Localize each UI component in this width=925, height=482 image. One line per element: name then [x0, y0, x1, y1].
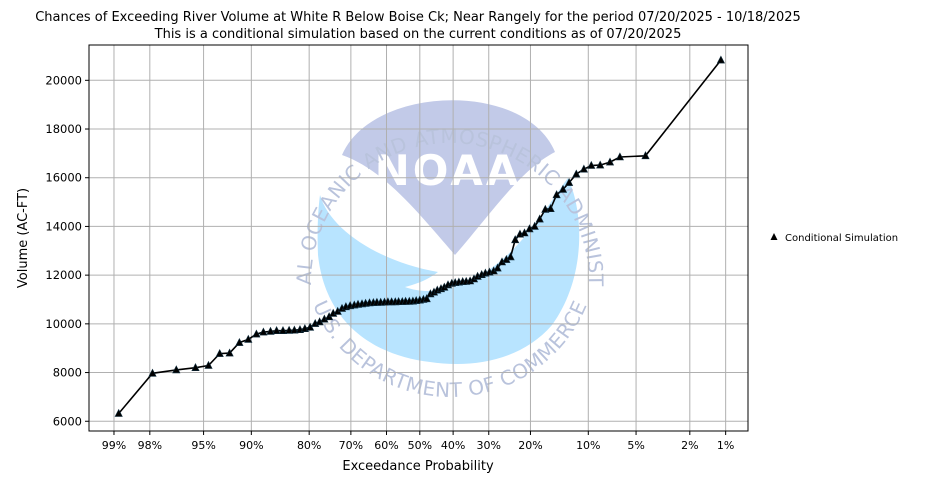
data-point-marker	[278, 326, 288, 335]
x-tick-label: 70%	[339, 439, 363, 452]
noaa-logo-text: NOAA	[375, 146, 522, 195]
x-tick-label: 99%	[102, 439, 126, 452]
y-tick-label: 14000	[45, 219, 82, 233]
plot-frame	[88, 44, 749, 432]
noaa-watermark: NOAA NATIONAL OCEANIC AND ATMOSPHERIC AD…	[0, 0, 608, 402]
x-axis-ticks: 99% 98% 95% 90% 80% 70% 60% 50% 40% 30% 20% 10% 5% 2%…	[102, 431, 734, 452]
noaa-logo-lower-shape	[317, 178, 580, 365]
legend-label: Conditional Simulation	[785, 233, 898, 244]
x-tick-label: 1%	[717, 439, 734, 452]
data-point-marker	[641, 151, 650, 160]
x-tick-label: 95%	[191, 439, 215, 452]
data-point-marker	[204, 360, 213, 369]
data-point-marker	[244, 334, 253, 343]
y-tick-label: 16000	[45, 171, 82, 185]
noaa-ring-text-top: NATIONAL OCEANIC AND ATMOSPHERIC ADMINIS…	[0, 0, 608, 287]
y-tick-label: 12000	[45, 268, 82, 282]
x-tick-label: 98%	[138, 439, 162, 452]
x-tick-label: 30%	[477, 439, 501, 452]
y-tick-label: 20000	[45, 73, 82, 87]
data-point-marker	[272, 326, 281, 335]
x-tick-label: 10%	[576, 439, 600, 452]
data-point-marker	[546, 204, 555, 212]
series-conditional-simulation	[114, 55, 725, 417]
y-tick-label: 18000	[45, 122, 82, 136]
y-axis-ticks: 6000 8000 10000 12000 14000 16000 18000 20000	[45, 73, 89, 428]
data-point-marker	[114, 408, 123, 417]
chart-subtitle: This is a conditional simulation based o…	[154, 27, 682, 42]
data-point-marker	[572, 169, 581, 178]
data-point-marker	[615, 152, 624, 161]
data-point-marker	[493, 263, 502, 272]
legend: Conditional Simulation	[770, 233, 898, 244]
legend-marker-triangle	[770, 233, 778, 240]
x-tick-label: 50%	[408, 439, 432, 452]
data-point-marker	[579, 164, 588, 173]
data-point-marker	[511, 235, 520, 244]
data-point-marker	[266, 326, 275, 335]
x-tick-label: 90%	[239, 439, 263, 452]
data-point-marker	[172, 365, 181, 374]
grid-lines	[89, 45, 748, 431]
x-tick-label: 20%	[518, 439, 542, 452]
x-tick-label: 5%	[627, 439, 644, 452]
data-point-marker	[558, 184, 568, 193]
data-point-marker	[587, 160, 596, 169]
data-point-marker	[552, 190, 561, 199]
data-point-marker	[605, 157, 615, 166]
data-point-marker	[215, 348, 224, 357]
x-tick-label: 40%	[441, 439, 465, 452]
data-point-marker	[530, 221, 539, 230]
y-tick-label: 10000	[45, 317, 82, 331]
data-point-marker	[541, 204, 550, 213]
data-point-marker	[235, 337, 244, 346]
y-axis-label: Volume (AC-FT)	[16, 188, 31, 288]
y-tick-label: 8000	[53, 366, 82, 380]
data-point-marker	[290, 325, 299, 334]
data-point-marker	[520, 228, 529, 237]
data-point-marker	[252, 329, 261, 338]
x-tick-label: 60%	[374, 439, 398, 452]
data-point-marker	[148, 368, 157, 377]
data-point-marker	[422, 294, 431, 303]
data-point-marker	[565, 177, 574, 186]
data-point-marker	[259, 327, 268, 336]
data-point-marker	[716, 55, 725, 64]
data-point-marker	[535, 214, 544, 223]
data-point-marker	[596, 160, 605, 169]
x-tick-label: 80%	[297, 439, 321, 452]
x-axis-label: Exceedance Probability	[342, 459, 494, 474]
data-point-marker	[285, 325, 294, 334]
chart-title: Chances of Exceeding River Volume at Whi…	[35, 10, 801, 25]
data-point-marker	[225, 348, 234, 357]
y-tick-label: 6000	[53, 414, 82, 428]
data-point-marker	[191, 363, 200, 372]
data-point-marker	[506, 252, 515, 261]
x-tick-label: 2%	[681, 439, 698, 452]
